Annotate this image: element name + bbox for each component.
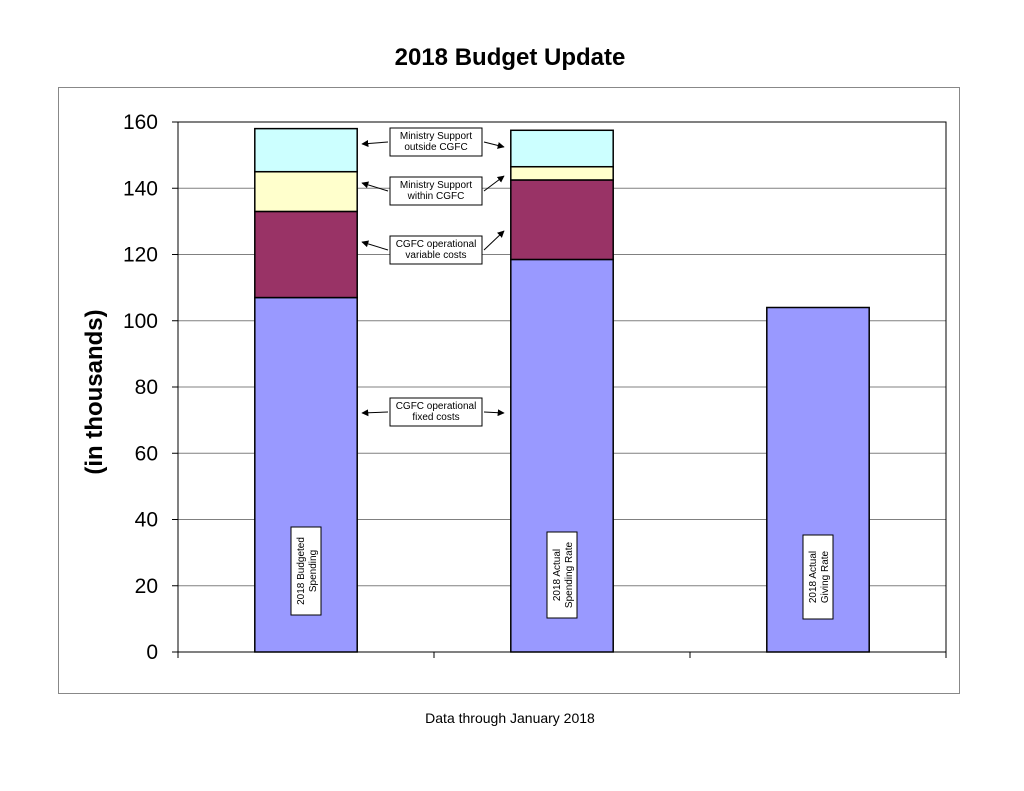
- bar-segment: [254, 170, 358, 213]
- y-tick-label: 100: [123, 310, 158, 333]
- y-tick-label: 140: [123, 177, 158, 200]
- annotation-label: Ministry Support outside CGFC: [400, 131, 472, 153]
- chart-title: 2018 Budget Update: [394, 44, 626, 71]
- y-tick-label: 60: [135, 442, 158, 465]
- bar-segment: [254, 210, 358, 299]
- annotation-label: Ministry Support within CGFC: [400, 180, 472, 202]
- y-tick-label: 120: [123, 244, 158, 267]
- annotation-arrow: [361, 181, 389, 192]
- y-tick-label: 40: [135, 509, 158, 532]
- y-tick-label: 20: [135, 575, 158, 598]
- annotation-arrow: [361, 140, 389, 148]
- annotation-label: CGFC operational fixed costs: [396, 401, 477, 423]
- bar-segment: [254, 127, 358, 173]
- category-label: 2018 ActualGiving Rate: [808, 550, 831, 603]
- annotation-arrow: [483, 175, 505, 192]
- annotation-box: [389, 176, 483, 206]
- chart-frame: [58, 87, 960, 694]
- bar-segment: [510, 129, 614, 168]
- annotation-arrow: [483, 409, 505, 417]
- y-tick-label: 160: [123, 111, 158, 134]
- annotation-arrow: [483, 141, 505, 149]
- bar-segment: [510, 179, 614, 261]
- category-label-box: [802, 534, 834, 620]
- annotation-arrow: [361, 409, 389, 417]
- annotation-arrow: [483, 230, 505, 251]
- annotation-label: CGFC operational variable costs: [396, 239, 477, 261]
- bar-segment: [510, 165, 614, 181]
- y-tick-label: 80: [135, 376, 158, 399]
- y-tick-label: 0: [146, 641, 158, 664]
- annotation-box: [389, 397, 483, 427]
- footnote: Data through January 2018: [425, 710, 595, 726]
- category-label-box: [546, 531, 578, 619]
- annotation-box: [389, 235, 483, 265]
- category-label: 2018 ActualSpending Rate: [552, 541, 575, 608]
- annotation-arrow: [361, 240, 389, 251]
- category-label-box: [290, 526, 322, 616]
- category-label: 2018 BudgetedSpending: [296, 537, 319, 605]
- annotation-box: [389, 127, 483, 157]
